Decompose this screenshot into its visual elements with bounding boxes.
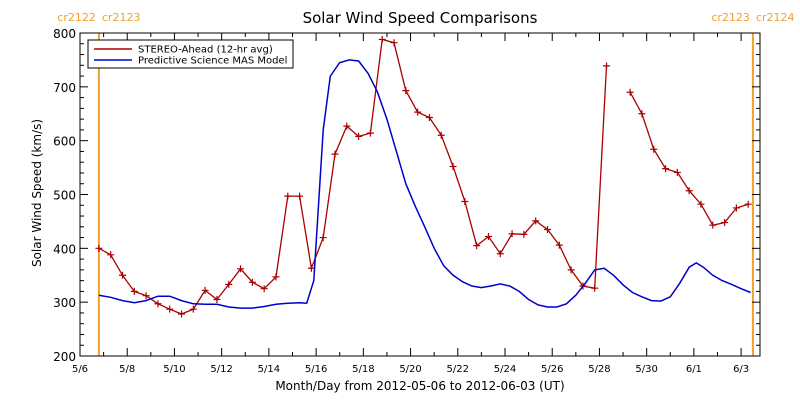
data-point <box>402 87 410 95</box>
data-point <box>496 250 504 258</box>
y-tick-label: 600 <box>53 135 76 149</box>
x-tick-label: 5/14 <box>258 364 280 375</box>
data-point <box>425 114 433 122</box>
x-tick-label: 5/6 <box>72 364 88 375</box>
data-point <box>189 305 197 313</box>
x-tick-label: 5/20 <box>399 364 421 375</box>
data-point <box>225 280 233 288</box>
data-point <box>732 204 740 212</box>
data-point <box>272 273 280 281</box>
y-tick-label: 800 <box>53 27 76 41</box>
data-point <box>709 221 717 229</box>
data-point <box>484 232 492 240</box>
data-point <box>390 39 398 47</box>
data-point <box>119 271 126 279</box>
x-tick-label: 6/3 <box>733 364 749 375</box>
data-point <box>414 108 422 116</box>
data-point <box>508 230 516 238</box>
y-tick-label: 200 <box>53 350 76 364</box>
data-point <box>95 244 103 252</box>
legend-label: STEREO-Ahead (12-hr avg) <box>138 45 273 56</box>
x-tick-label: 5/30 <box>635 364 657 375</box>
series-stereo-ahead <box>95 35 752 318</box>
data-point <box>603 62 611 70</box>
carrington-label-left: cr2123 <box>711 11 750 24</box>
carrington-label-right: cr2123 <box>102 11 141 24</box>
x-tick-label: 5/8 <box>119 364 135 375</box>
data-point <box>721 218 729 226</box>
chart-title: Solar Wind Speed Comparisons <box>303 9 538 27</box>
series-layer <box>95 35 752 318</box>
data-point <box>673 168 681 176</box>
y-tick-label: 300 <box>53 296 76 310</box>
data-point <box>449 163 457 171</box>
carrington-label-right: cr2124 <box>756 11 795 24</box>
data-point <box>201 286 209 294</box>
data-point <box>744 200 752 208</box>
data-point <box>237 265 245 273</box>
y-tick-label: 700 <box>53 81 76 95</box>
data-point <box>638 110 646 118</box>
x-tick-label: 5/10 <box>163 364 185 375</box>
data-point <box>532 217 540 225</box>
y-tick-label: 500 <box>53 189 76 203</box>
data-point <box>567 266 575 274</box>
legend-label: Predictive Science MAS Model <box>138 56 287 67</box>
data-point <box>319 234 327 242</box>
data-point <box>260 285 268 293</box>
data-point <box>662 165 670 173</box>
data-point <box>378 35 386 43</box>
x-axis-label: Month/Day from 2012-05-06 to 2012-06-03 … <box>275 379 564 393</box>
data-point <box>355 132 363 140</box>
x-tick-label: 5/12 <box>210 364 232 375</box>
legend: STEREO-Ahead (12-hr avg)Predictive Scien… <box>87 39 294 69</box>
data-point <box>284 192 292 200</box>
data-point <box>331 150 339 158</box>
data-point <box>166 305 174 313</box>
data-point <box>461 197 469 205</box>
legend-box <box>87 39 294 69</box>
x-tick-label: 5/16 <box>305 364 327 375</box>
data-point <box>213 295 221 303</box>
x-tick-label: 5/28 <box>588 364 610 375</box>
data-point <box>154 300 162 308</box>
data-point <box>650 145 658 153</box>
data-point <box>296 192 304 200</box>
carrington-markers: cr2122 cr2123 cr2123 cr2124 <box>57 11 794 356</box>
data-point <box>343 122 351 130</box>
x-tick-label: 6/1 <box>686 364 702 375</box>
series-line <box>98 59 751 309</box>
y-tick-label: 400 <box>53 242 76 256</box>
data-point <box>437 131 445 139</box>
x-tick-label: 5/18 <box>352 364 374 375</box>
data-point <box>626 88 634 96</box>
data-point <box>107 251 115 259</box>
data-point <box>697 200 705 208</box>
data-point <box>178 310 186 318</box>
data-point <box>307 264 315 272</box>
data-point <box>142 292 150 300</box>
carrington-label-left: cr2122 <box>57 11 96 24</box>
x-tick-label: 5/26 <box>541 364 563 375</box>
data-point <box>473 242 481 250</box>
data-point <box>591 284 599 292</box>
data-point <box>544 225 551 233</box>
y-axis-label: Solar Wind Speed (km/s) <box>30 119 44 267</box>
x-tick-label: 5/24 <box>494 364 516 375</box>
data-point <box>366 129 374 137</box>
data-point <box>555 241 563 249</box>
data-point <box>685 187 693 195</box>
data-point <box>520 230 528 238</box>
data-point <box>130 287 138 295</box>
data-point <box>248 278 256 286</box>
axes-layer: 200 300 400 500 600 700 800 5/6 5/8 5/10 5/12 5/14 5… <box>53 27 760 375</box>
x-tick-label: 5/22 <box>447 364 469 375</box>
series-mas-model <box>98 59 751 309</box>
